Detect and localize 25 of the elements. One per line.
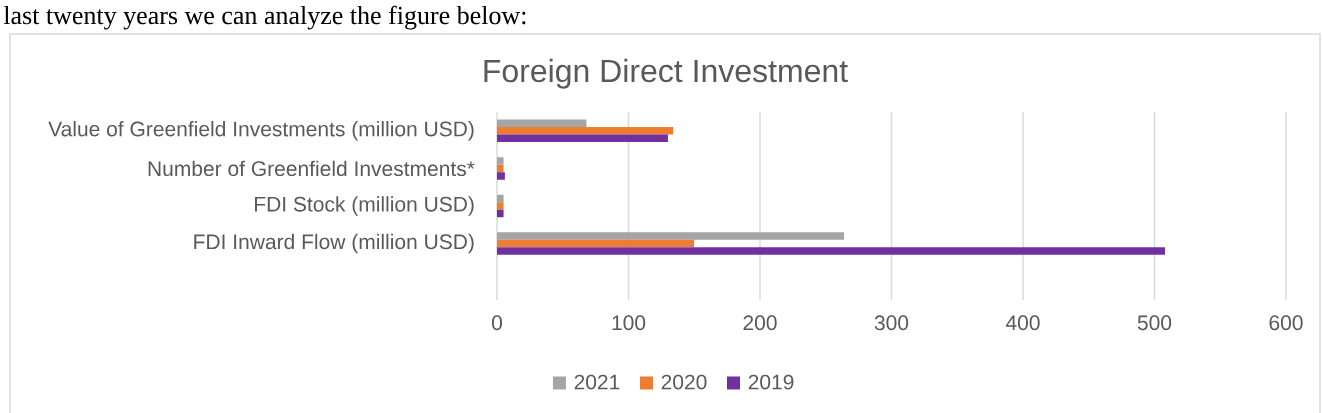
x-tick-label: 200 xyxy=(743,315,777,331)
y-tick-label: FDI Inward Flow (million USD) xyxy=(194,233,474,254)
bar xyxy=(497,202,504,210)
bar xyxy=(497,119,587,128)
bar xyxy=(497,232,845,240)
x-tick-label: 600 xyxy=(1269,315,1303,331)
bar xyxy=(497,157,504,165)
bar xyxy=(497,127,674,135)
x-tick-label: 400 xyxy=(1005,315,1040,331)
y-tick-label: FDI Stock (million USD) xyxy=(254,196,474,216)
legend-label: 2020 xyxy=(661,374,707,390)
legend-label: 2021 xyxy=(574,374,620,390)
bar xyxy=(497,172,505,180)
chart-title: Foreign Direct Investment xyxy=(484,58,848,89)
x-tick-label: 500 xyxy=(1137,315,1172,331)
bar xyxy=(497,134,668,143)
bar xyxy=(497,247,1165,255)
x-tick-label: 300 xyxy=(874,315,909,331)
x-tick-label: 0 xyxy=(491,315,503,331)
y-tick-label: Value of Greenfield Investments (million USD) xyxy=(48,121,474,141)
legend-label: 2019 xyxy=(748,374,794,390)
bar xyxy=(497,239,695,248)
text: last twenty years we can analyze the figure below: xyxy=(3,5,526,30)
x-tick-label: 100 xyxy=(612,315,646,331)
y-tick-label: Number of Greenfield Investments* xyxy=(148,160,475,177)
